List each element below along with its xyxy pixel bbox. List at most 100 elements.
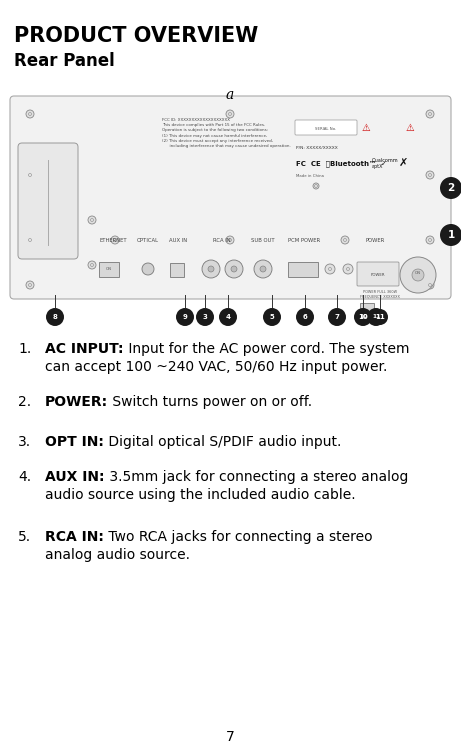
Circle shape: [354, 308, 372, 326]
Circle shape: [367, 308, 385, 326]
Text: Switch turns power on or off.: Switch turns power on or off.: [108, 395, 312, 409]
Circle shape: [328, 308, 346, 326]
Text: OPTICAL: OPTICAL: [137, 238, 159, 243]
Text: POWER:: POWER:: [45, 395, 108, 409]
Text: 4.: 4.: [18, 470, 31, 484]
FancyBboxPatch shape: [357, 262, 399, 286]
Text: 5: 5: [270, 314, 274, 320]
FancyBboxPatch shape: [99, 262, 119, 277]
Circle shape: [325, 264, 335, 274]
FancyBboxPatch shape: [10, 96, 451, 299]
FancyBboxPatch shape: [18, 143, 78, 259]
Text: Two RCA jacks for connecting a stereo: Two RCA jacks for connecting a stereo: [104, 530, 372, 544]
Circle shape: [88, 216, 96, 224]
Circle shape: [26, 281, 34, 289]
Circle shape: [263, 308, 281, 326]
Circle shape: [343, 264, 353, 274]
Text: AC INPUT:: AC INPUT:: [45, 342, 124, 356]
FancyBboxPatch shape: [295, 120, 357, 135]
Text: ON: ON: [415, 271, 421, 275]
Text: 11: 11: [372, 314, 380, 320]
Text: 3.5mm jack for connecting a stereo analog: 3.5mm jack for connecting a stereo analo…: [105, 470, 408, 484]
Circle shape: [26, 236, 34, 244]
Circle shape: [176, 308, 194, 326]
Circle shape: [400, 257, 436, 293]
Circle shape: [341, 236, 349, 244]
Text: Qualcomm
aptX: Qualcomm aptX: [372, 158, 399, 169]
Text: 10: 10: [359, 314, 367, 320]
Text: 8: 8: [53, 314, 58, 320]
Circle shape: [88, 261, 96, 269]
Circle shape: [254, 260, 272, 278]
Circle shape: [226, 110, 234, 118]
Text: 2.: 2.: [18, 395, 31, 409]
Circle shape: [208, 266, 214, 272]
Circle shape: [111, 236, 119, 244]
FancyBboxPatch shape: [170, 263, 184, 277]
Text: a: a: [226, 88, 234, 102]
Text: ✗: ✗: [399, 158, 408, 168]
Circle shape: [46, 308, 64, 326]
Text: 1.: 1.: [18, 342, 31, 356]
Text: 7: 7: [335, 314, 339, 320]
Circle shape: [231, 266, 237, 272]
Text: SUB OUT: SUB OUT: [251, 238, 275, 243]
Circle shape: [196, 308, 214, 326]
Text: ON: ON: [106, 267, 112, 271]
Circle shape: [296, 308, 314, 326]
Text: POWER: POWER: [366, 238, 384, 243]
Circle shape: [225, 260, 243, 278]
Text: AUX IN:: AUX IN:: [45, 470, 105, 484]
Circle shape: [440, 224, 461, 246]
Text: Input for the AC power cord. The system: Input for the AC power cord. The system: [124, 342, 409, 356]
Circle shape: [426, 236, 434, 244]
Text: Digital optical S/PDIF audio input.: Digital optical S/PDIF audio input.: [104, 435, 341, 449]
Text: 1: 1: [447, 230, 455, 240]
Circle shape: [426, 171, 434, 179]
Circle shape: [426, 281, 434, 289]
Text: ETHERNET: ETHERNET: [99, 238, 127, 243]
Text: ⚠: ⚠: [406, 123, 414, 133]
Text: 6: 6: [302, 314, 307, 320]
Circle shape: [412, 269, 424, 281]
Circle shape: [26, 110, 34, 118]
Text: PCM POWER: PCM POWER: [288, 238, 320, 243]
Text: AUX IN: AUX IN: [169, 238, 187, 243]
Text: can accept 100 ~240 VAC, 50/60 Hz input power.: can accept 100 ~240 VAC, 50/60 Hz input …: [45, 360, 387, 374]
Text: 11: 11: [375, 314, 385, 320]
Circle shape: [372, 309, 388, 325]
Text: SERIAL No.: SERIAL No.: [315, 127, 337, 131]
FancyBboxPatch shape: [288, 262, 318, 277]
Circle shape: [142, 263, 154, 275]
Text: OPT IN:: OPT IN:: [45, 435, 104, 449]
Circle shape: [355, 309, 371, 325]
Circle shape: [26, 171, 34, 179]
Text: 2: 2: [447, 183, 455, 193]
Circle shape: [313, 183, 319, 189]
Text: 7: 7: [225, 730, 234, 744]
Text: RCA IN: RCA IN: [213, 238, 231, 243]
Text: Made in China: Made in China: [296, 174, 324, 178]
Text: 3.: 3.: [18, 435, 31, 449]
Circle shape: [440, 177, 461, 199]
Text: ⚠: ⚠: [361, 123, 370, 133]
Circle shape: [202, 260, 220, 278]
Circle shape: [226, 236, 234, 244]
Text: 3: 3: [202, 314, 207, 320]
Text: 4: 4: [225, 314, 230, 320]
Text: POWER: POWER: [371, 273, 385, 277]
Text: 9: 9: [183, 314, 188, 320]
Text: POWER FULL 360W
FREQUENCY: XXXXXXX: POWER FULL 360W FREQUENCY: XXXXXXX: [360, 290, 400, 299]
Text: FCC ID: XXXXXXXXXXXXXXXXXXX
This device complies with Part 15 of the FCC Rules.
: FCC ID: XXXXXXXXXXXXXXXXXXX This device …: [162, 118, 291, 148]
FancyBboxPatch shape: [360, 303, 374, 317]
Text: PRODUCT OVERVIEW: PRODUCT OVERVIEW: [14, 26, 258, 46]
Circle shape: [426, 110, 434, 118]
Text: analog audio source.: analog audio source.: [45, 548, 190, 562]
Circle shape: [260, 266, 266, 272]
Text: RCA IN:: RCA IN:: [45, 530, 104, 544]
Text: FC  CE  ⒷBluetooth™  ✓: FC CE ⒷBluetooth™ ✓: [296, 160, 387, 167]
Text: P/N: XXXXX/XXXXX: P/N: XXXXX/XXXXX: [296, 146, 338, 150]
Text: 10: 10: [358, 314, 368, 320]
Text: 5.: 5.: [18, 530, 31, 544]
Text: Rear Panel: Rear Panel: [14, 52, 115, 70]
